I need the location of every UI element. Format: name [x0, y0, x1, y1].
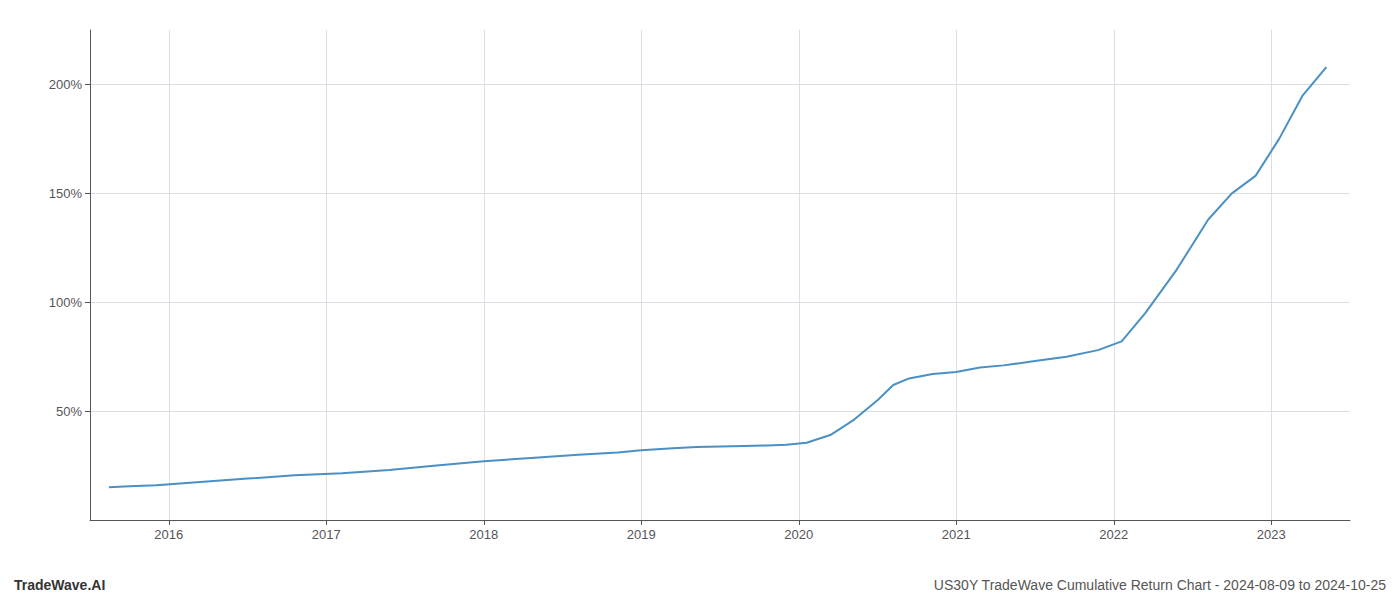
svg-text:2017: 2017	[312, 527, 341, 542]
svg-text:2018: 2018	[469, 527, 498, 542]
svg-text:50%: 50%	[56, 404, 82, 419]
svg-text:200%: 200%	[49, 77, 83, 92]
svg-text:TradeWave.AI: TradeWave.AI	[14, 577, 105, 593]
svg-text:100%: 100%	[49, 295, 83, 310]
svg-text:2019: 2019	[627, 527, 656, 542]
svg-text:2020: 2020	[784, 527, 813, 542]
svg-text:2023: 2023	[1257, 527, 1286, 542]
svg-text:2016: 2016	[154, 527, 183, 542]
svg-text:2021: 2021	[942, 527, 971, 542]
svg-text:US30Y TradeWave Cumulative Ret: US30Y TradeWave Cumulative Return Chart …	[934, 577, 1386, 593]
svg-text:150%: 150%	[49, 186, 83, 201]
svg-text:2022: 2022	[1099, 527, 1128, 542]
